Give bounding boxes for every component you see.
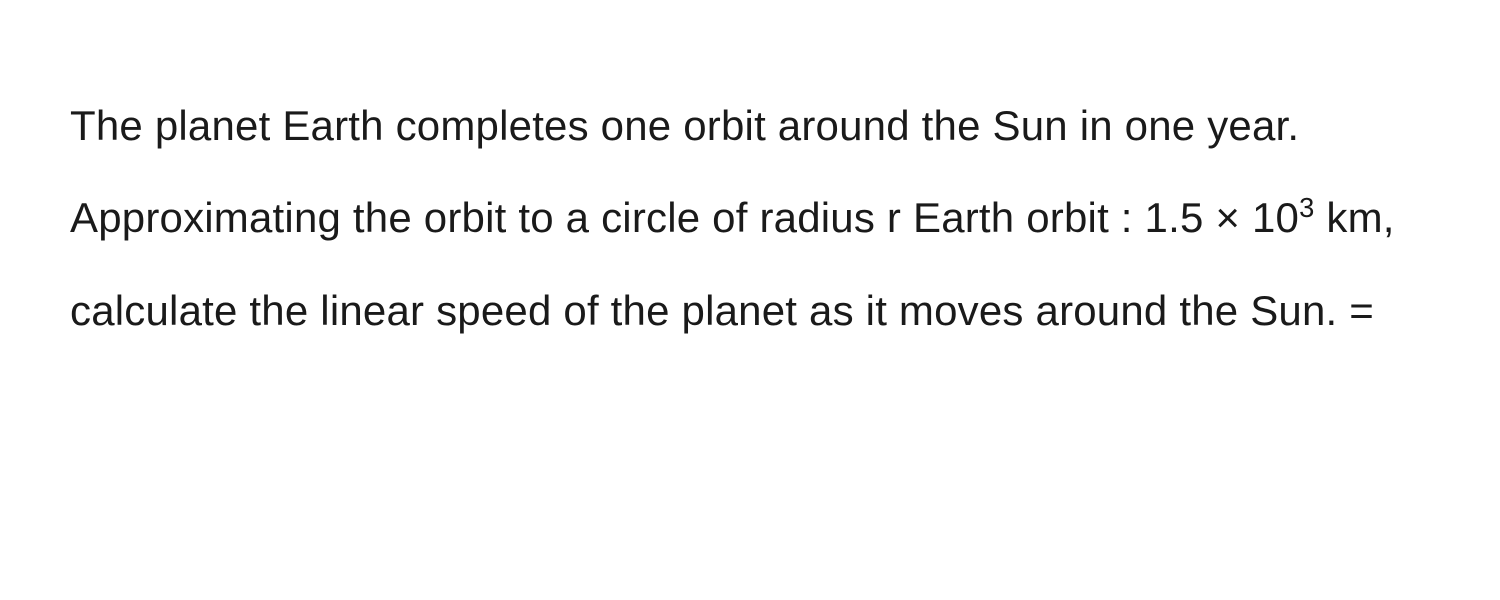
exponent-superscript: 3 bbox=[1299, 192, 1314, 223]
physics-question-text: The planet Earth completes one orbit aro… bbox=[70, 80, 1430, 357]
question-text-part1: The planet Earth completes one orbit aro… bbox=[70, 102, 1299, 241]
